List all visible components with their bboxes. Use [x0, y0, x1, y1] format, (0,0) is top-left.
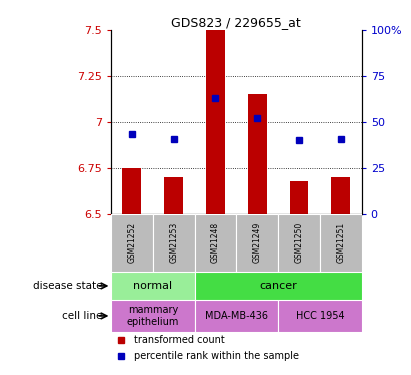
Bar — [248, 94, 267, 214]
Text: GSM21250: GSM21250 — [295, 222, 303, 263]
Bar — [206, 30, 225, 214]
Bar — [164, 177, 183, 214]
Text: HCC 1954: HCC 1954 — [296, 311, 344, 321]
Bar — [236, 214, 278, 272]
Bar — [320, 214, 362, 272]
Text: mammary
epithelium: mammary epithelium — [127, 305, 179, 327]
Bar — [194, 214, 236, 272]
Bar — [194, 272, 362, 300]
Bar — [278, 214, 320, 272]
Bar — [111, 300, 194, 332]
Text: GSM21253: GSM21253 — [169, 222, 178, 263]
Text: cell line: cell line — [62, 311, 103, 321]
Bar — [111, 272, 194, 300]
Text: normal: normal — [133, 281, 172, 291]
Bar — [122, 168, 141, 214]
Text: cancer: cancer — [259, 281, 297, 291]
Text: GSM21251: GSM21251 — [336, 222, 345, 263]
Bar — [111, 214, 153, 272]
Bar — [331, 177, 350, 214]
Bar — [278, 300, 362, 332]
Text: MDA-MB-436: MDA-MB-436 — [205, 311, 268, 321]
Text: transformed count: transformed count — [134, 335, 224, 345]
Bar — [153, 214, 194, 272]
Bar — [194, 300, 278, 332]
Bar — [290, 181, 308, 214]
Title: GDS823 / 229655_at: GDS823 / 229655_at — [171, 16, 301, 29]
Text: percentile rank within the sample: percentile rank within the sample — [134, 351, 298, 361]
Text: GSM21249: GSM21249 — [253, 222, 262, 263]
Text: disease state: disease state — [33, 281, 103, 291]
Text: GSM21252: GSM21252 — [127, 222, 136, 263]
Text: GSM21248: GSM21248 — [211, 222, 220, 263]
